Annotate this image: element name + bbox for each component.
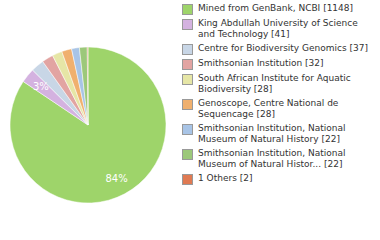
html-text:Smithsonian Institution [32]: Smithsonian Institution [32] [198,58,324,68]
html-text:South African Institute for Aq: South African Institute for Aquatic Biod… [198,73,351,94]
html-text:1 Others [2]: 1 Others [2] [198,173,253,183]
html-text:Mined from GenBank, NCBI [1148: Mined from GenBank, NCBI [1148] [198,3,354,13]
html-text:King Abdullah University of Sc: King Abdullah University of Science and … [198,18,358,39]
svg-text:3%: 3% [33,81,49,92]
svg-text:84%: 84% [106,173,128,184]
html-text:Centre for Biodiversity Genomi: Centre for Biodiversity Genomics [37] [198,43,368,53]
html-text:Smithsonian Institution, Natio: Smithsonian Institution, National Museum… [198,123,346,144]
html-text:Genoscope, Centre National de: Genoscope, Centre National de Sequencage… [198,98,339,119]
html-text:Smithsonian Institution, Natio: Smithsonian Institution, National Museum… [198,148,346,169]
